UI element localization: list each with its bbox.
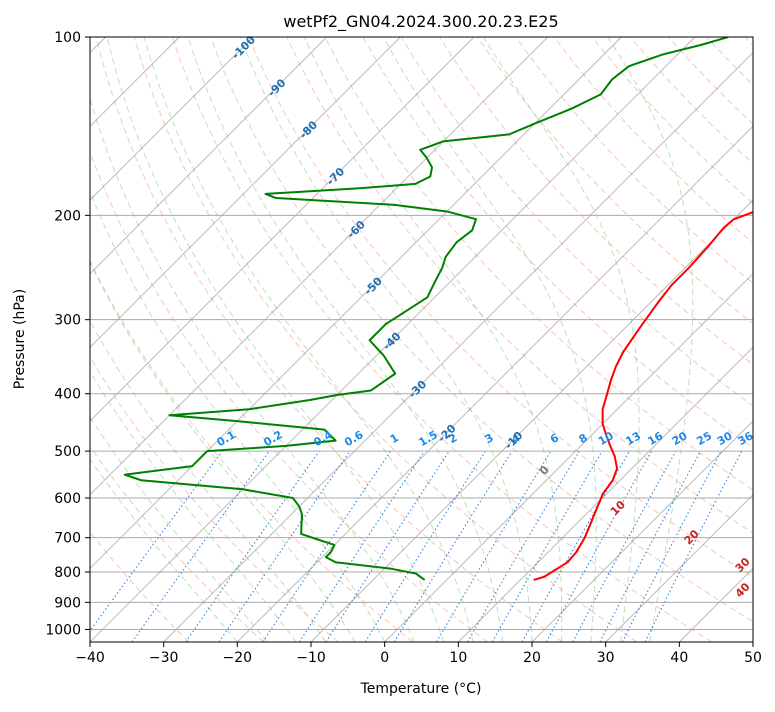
y-axis-ticks: 100 200 300 400 500 600 700 800 900 1000	[45, 30, 90, 638]
chart-title: wetPf2_GN04.2024.300.20.23.E25	[283, 12, 558, 32]
y-tick-label: 1000	[45, 622, 81, 638]
plot-background	[90, 37, 753, 642]
y-tick-label: 600	[54, 491, 81, 507]
y-tick-label: 500	[54, 444, 81, 460]
y-tick-label: 700	[54, 531, 81, 547]
x-axis-ticks: −40 −30 −20 −10 0 10 20 30 40 50	[75, 642, 762, 666]
y-tick-label: 900	[54, 595, 81, 611]
y-tick-label: 800	[54, 565, 81, 581]
y-tick-label: 100	[54, 30, 81, 46]
x-tick-label: −40	[75, 650, 105, 666]
x-tick-label: 50	[744, 650, 762, 666]
x-axis-label: Temperature (°C)	[360, 681, 482, 697]
x-tick-label: 0	[380, 650, 389, 666]
y-tick-label: 200	[54, 208, 81, 224]
y-axis-label: Pressure (hPa)	[12, 289, 28, 389]
isotherm	[753, 37, 775, 642]
x-tick-label: −30	[149, 650, 179, 666]
x-tick-label: 40	[670, 650, 688, 666]
y-tick-label: 300	[54, 313, 81, 329]
x-tick-label: 10	[449, 650, 467, 666]
y-tick-label: 400	[54, 387, 81, 403]
x-tick-label: 20	[523, 650, 541, 666]
x-tick-label: −20	[223, 650, 253, 666]
x-tick-label: 30	[597, 650, 615, 666]
x-tick-label: −10	[296, 650, 326, 666]
